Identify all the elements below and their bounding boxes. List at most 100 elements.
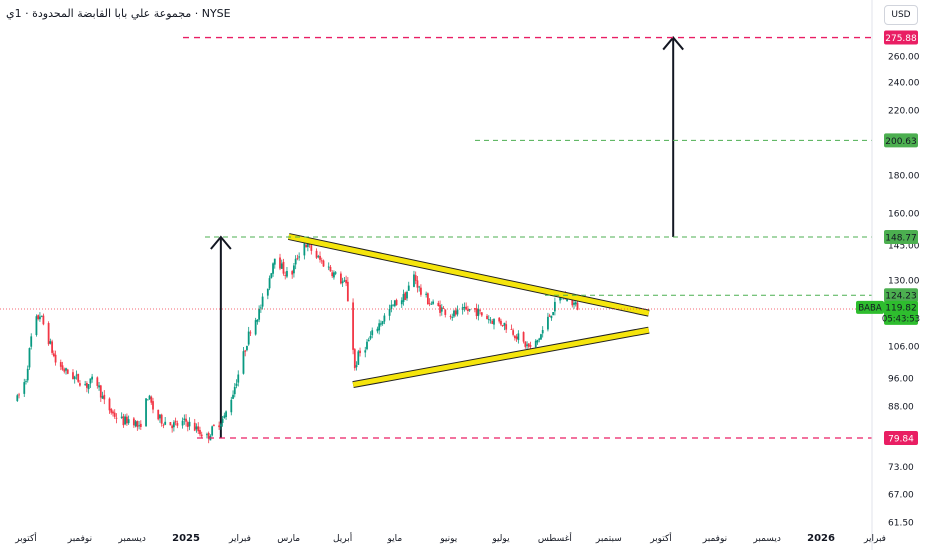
candle-body <box>339 273 342 284</box>
candle-body <box>305 244 308 248</box>
candle-body <box>47 323 50 345</box>
candle-body <box>430 303 433 305</box>
candle-body <box>259 307 262 309</box>
candle-body <box>186 422 189 427</box>
candle-body <box>162 424 165 426</box>
candle-body <box>315 250 318 258</box>
candle-body <box>183 418 186 421</box>
candle-body <box>286 270 288 277</box>
candle-body <box>486 315 488 320</box>
candle-body <box>477 308 480 316</box>
candle-body <box>527 343 530 347</box>
candle-body <box>559 296 562 301</box>
candle-body <box>266 288 269 296</box>
candle-body <box>91 376 94 380</box>
candle-body <box>122 416 125 426</box>
candle-body <box>491 320 494 324</box>
candle-body <box>199 430 201 435</box>
candle-body <box>463 306 466 309</box>
candle-body <box>242 351 245 374</box>
y-tick-label: 240.00 <box>888 79 920 89</box>
candle-body <box>376 328 379 332</box>
candle-body <box>139 423 142 427</box>
candle-body <box>134 421 137 427</box>
candle-body <box>439 304 441 313</box>
candle-body <box>353 349 356 369</box>
candle-body <box>284 275 287 276</box>
candle-body <box>454 310 457 315</box>
y-tick-label: 67.00 <box>888 491 914 501</box>
candle-body <box>219 424 222 427</box>
candle-body <box>529 345 532 347</box>
candle-body <box>341 281 344 284</box>
candle-body <box>390 304 393 310</box>
countdown-label: 05:43:53 <box>882 314 920 324</box>
candle-body <box>428 302 431 304</box>
symbol-badge <box>856 300 884 314</box>
x-tick-label: يوليو <box>491 534 510 544</box>
candle-body <box>246 345 248 351</box>
candle-body <box>501 324 504 326</box>
y-tick-label: 220.00 <box>888 107 920 117</box>
candle-body <box>517 333 520 341</box>
candle-body <box>52 353 55 357</box>
candle-body <box>319 255 321 260</box>
candle-body <box>395 299 398 306</box>
candle-body <box>148 395 151 400</box>
candle-body <box>40 315 43 317</box>
candle-body <box>573 302 575 305</box>
candle-body <box>407 285 410 291</box>
candle-body <box>270 273 273 279</box>
arrow-head <box>662 35 684 51</box>
candle-body <box>456 309 459 315</box>
candle-body <box>406 291 408 299</box>
candle-body <box>413 274 415 287</box>
candle-body <box>101 396 104 399</box>
candle-body <box>89 378 92 384</box>
candle-body <box>49 341 52 344</box>
candle-body <box>59 362 62 367</box>
candle-body <box>550 315 553 319</box>
level-badge-label: 200.63 <box>885 137 917 147</box>
candle-body <box>127 419 130 424</box>
x-tick-label: مارس <box>277 534 300 544</box>
x-tick-label: 2025 <box>172 533 200 544</box>
candle-body <box>28 348 31 368</box>
x-tick-label: فبراير <box>228 534 251 544</box>
candle-body <box>195 426 198 430</box>
currency-button[interactable]: USD <box>884 5 918 25</box>
candle-body <box>223 415 226 419</box>
y-tick-label: 73.00 <box>888 463 914 473</box>
triangle-lower-line <box>352 327 650 388</box>
candle-body <box>404 292 407 300</box>
candle-body <box>466 309 469 312</box>
x-tick-label: أكتوبر <box>14 532 37 544</box>
level-badge <box>884 230 918 244</box>
candle-body <box>39 316 41 320</box>
candle-body <box>493 319 495 325</box>
candle-body <box>298 256 301 258</box>
level-badge <box>884 288 918 303</box>
candle-body <box>366 341 368 350</box>
level-badge <box>884 133 918 148</box>
candle-body <box>84 384 87 386</box>
x-tick-label: ديسمبر <box>752 534 780 544</box>
candle-body <box>449 316 452 317</box>
candle-body <box>343 280 346 282</box>
candle-body <box>320 260 323 262</box>
x-tick-label: مايو <box>386 534 402 544</box>
candle-body <box>416 280 419 288</box>
candle-body <box>296 258 299 260</box>
candle-body <box>479 310 481 312</box>
candle-body <box>171 425 174 429</box>
x-tick-label: يونيو <box>439 534 458 544</box>
candle-body <box>150 396 153 403</box>
candle-body <box>465 306 468 310</box>
candle-body <box>392 304 394 306</box>
candle-body <box>303 243 306 256</box>
candle-body <box>99 385 102 398</box>
candle-body <box>402 293 405 302</box>
candle-body <box>30 336 33 347</box>
level-badge <box>884 431 918 445</box>
